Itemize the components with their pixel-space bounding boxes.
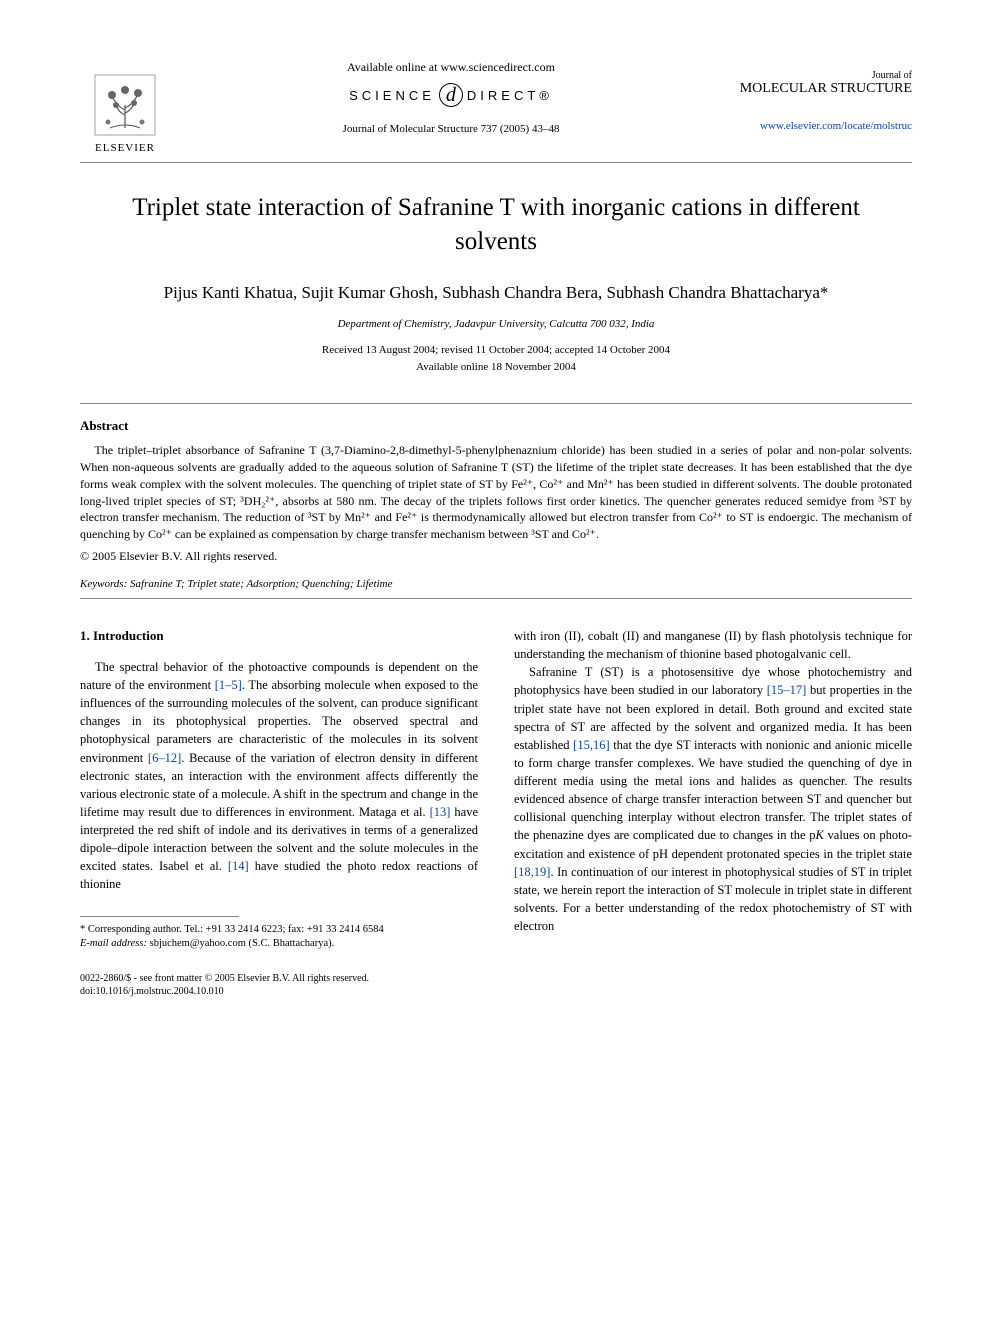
article-dates: Received 13 August 2004; revised 11 Octo… xyxy=(80,342,912,375)
ref-link-1-5[interactable]: [1–5] xyxy=(215,678,242,692)
abstract-text: The triplet–triplet absorbance of Safran… xyxy=(80,442,912,543)
available-online-text: Available online at www.sciencedirect.co… xyxy=(190,60,712,75)
introduction-heading: 1. Introduction xyxy=(80,627,478,646)
footnote-divider xyxy=(80,916,239,917)
header-divider xyxy=(80,162,912,163)
journal-link[interactable]: www.elsevier.com/locate/molstruc xyxy=(732,120,912,132)
column-right: with iron (II), cobalt (II) and manganes… xyxy=(514,627,912,998)
ref-link-14[interactable]: [14] xyxy=(228,859,249,873)
journal-name: MOLECULAR STRUCTURE xyxy=(732,81,912,98)
abstract-heading: Abstract xyxy=(80,418,912,434)
at-icon: d xyxy=(439,83,463,107)
affiliation: Department of Chemistry, Jadavpur Univer… xyxy=(80,318,912,330)
header-row: ELSEVIER Available online at www.science… xyxy=(80,60,912,154)
column-left: 1. Introduction The spectral behavior of… xyxy=(80,627,478,998)
authors: Pijus Kanti Khatua, Sujit Kumar Ghosh, S… xyxy=(80,281,912,305)
intro-paragraph-1: The spectral behavior of the photoactive… xyxy=(80,658,478,894)
keywords: Safranine T; Triplet state; Adsorption; … xyxy=(127,578,392,590)
col2-continuation: with iron (II), cobalt (II) and manganes… xyxy=(514,627,912,663)
email-footnote: E-mail address: sbjuchem@yahoo.com (S.C.… xyxy=(80,937,478,952)
publisher-logo-block: ELSEVIER xyxy=(80,60,170,154)
sd-right: DIRECT® xyxy=(467,88,553,103)
sd-left: SCIENCE xyxy=(349,88,435,103)
publisher-name: ELSEVIER xyxy=(95,142,155,154)
elsevier-tree-icon xyxy=(90,70,160,140)
copyright: © 2005 Elsevier B.V. All rights reserved… xyxy=(80,549,912,564)
journal-reference: Journal of Molecular Structure 737 (2005… xyxy=(190,123,712,135)
two-column-body: 1. Introduction The spectral behavior of… xyxy=(80,627,912,998)
corresponding-author-note: * Corresponding author. Tel.: +91 33 241… xyxy=(80,923,478,938)
bottom-meta: 0022-2860/$ - see front matter © 2005 El… xyxy=(80,972,478,998)
email-address: sbjuchem@yahoo.com (S.C. Bhattacharya). xyxy=(147,938,334,949)
ref-link-13[interactable]: [13] xyxy=(430,805,451,819)
sciencedirect-logo: SCIENCE d DIRECT® xyxy=(349,83,553,107)
keywords-line: Keywords: Safranine T; Triplet state; Ad… xyxy=(80,578,912,590)
dates-online: Available online 18 November 2004 xyxy=(80,359,912,376)
journal-small: Journal of xyxy=(732,70,912,81)
ref-link-15-17[interactable]: [15–17] xyxy=(767,683,807,697)
keywords-label: Keywords: xyxy=(80,578,127,590)
ref-link-18-19[interactable]: [18,19] xyxy=(514,865,550,879)
col2-paragraph-2: Safranine T (ST) is a photosensitive dye… xyxy=(514,663,912,935)
abstract-top-divider xyxy=(80,403,912,404)
issn-line: 0022-2860/$ - see front matter © 2005 El… xyxy=(80,972,478,985)
center-header: Available online at www.sciencedirect.co… xyxy=(170,60,732,135)
journal-title-box: Journal of MOLECULAR STRUCTURE www.elsev… xyxy=(732,60,912,132)
dates-received: Received 13 August 2004; revised 11 Octo… xyxy=(80,342,912,359)
abstract-bottom-divider xyxy=(80,598,912,599)
ref-link-6-12[interactable]: [6–12] xyxy=(148,751,181,765)
article-title: Triplet state interaction of Safranine T… xyxy=(80,191,912,259)
email-label: E-mail address: xyxy=(80,938,147,949)
doi-line: doi:10.1016/j.molstruc.2004.10.010 xyxy=(80,985,478,998)
ref-link-15-16[interactable]: [15,16] xyxy=(573,738,609,752)
